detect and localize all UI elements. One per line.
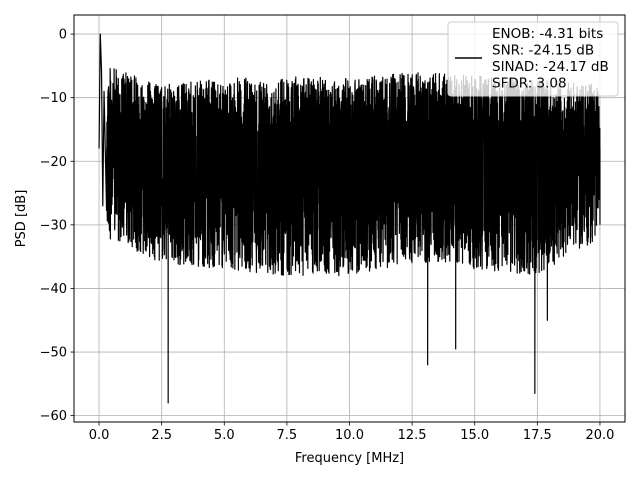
y-axis: 0 −10 −20 −30 −40 −50 −60 — [40, 28, 74, 424]
y-tick-label: −40 — [40, 282, 67, 297]
x-tick-label: 12.5 — [398, 428, 427, 443]
legend-line: SNR: -24.15 dB — [492, 43, 594, 59]
x-axis-label: Frequency [MHz] — [295, 451, 404, 466]
legend-line: ENOB: -4.31 bits — [492, 26, 603, 42]
y-tick-label: −30 — [40, 218, 67, 233]
legend: ENOB: -4.31 bits SNR: -24.15 dB SINAD: -24… — [447, 21, 619, 97]
x-tick-label: 5.0 — [214, 428, 235, 443]
x-tick-label: 0.0 — [89, 428, 110, 443]
x-tick-label: 7.5 — [277, 428, 298, 443]
x-tick-label: 17.5 — [523, 428, 552, 443]
legend-label: ENOB: -4.31 bits SNR: -24.15 dB SINAD: -24… — [492, 26, 609, 92]
x-tick-label: 15.0 — [460, 428, 489, 443]
x-tick-label: 10.0 — [335, 428, 364, 443]
legend-box — [447, 21, 619, 97]
y-tick-label: −20 — [40, 155, 67, 170]
y-axis-label: PSD [dB] — [14, 190, 29, 248]
x-tick-label: 2.5 — [151, 428, 172, 443]
x-tick-label: 20.0 — [585, 428, 614, 443]
psd-series-line — [98, 33, 601, 404]
psd-trace — [98, 33, 601, 404]
legend-line: SINAD: -24.17 dB — [492, 59, 609, 75]
y-tick-label: −10 — [40, 91, 67, 106]
x-axis: 0.0 2.5 5.0 7.5 10.0 12.5 15.0 17.5 20.0 — [89, 422, 614, 443]
y-tick-label: −50 — [40, 346, 67, 361]
y-tick-label: 0 — [59, 28, 67, 43]
legend-line: SFDR: 3.08 — [492, 76, 567, 92]
y-tick-label: −60 — [40, 409, 67, 424]
